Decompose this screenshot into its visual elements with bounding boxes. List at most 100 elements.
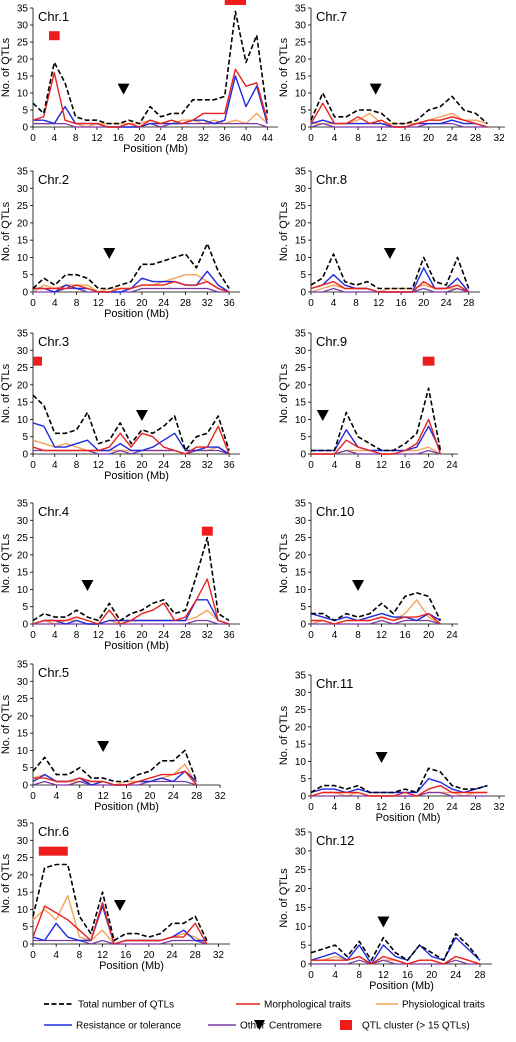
x-tick-label: 28: [463, 298, 475, 309]
chromosome-title: Chr.7: [316, 9, 347, 24]
y-tick-label: 30: [17, 21, 29, 32]
qtl-cluster-marker: [224, 0, 247, 5]
x-tick-label: 12: [376, 133, 388, 144]
series-line-total: [310, 767, 488, 794]
x-tick-label: 24: [166, 950, 178, 961]
series-line-resistance: [32, 770, 198, 786]
series-line-resistance: [311, 425, 442, 452]
x-axis-label: Position (Mb): [104, 470, 169, 482]
y-tick-label: 20: [295, 884, 307, 895]
legend-swatch-centromere: [254, 1020, 265, 1030]
y-axis-label: No. of QTLs: [278, 37, 290, 97]
x-tick-label: 28: [180, 460, 192, 471]
y-tick-label: 25: [295, 38, 307, 49]
y-tick-label: 5: [22, 270, 28, 281]
x-tick-label: 20: [423, 802, 435, 813]
x-tick-label: 24: [158, 298, 170, 309]
y-tick-label: 5: [300, 432, 306, 443]
x-tick-label: 4: [332, 970, 338, 981]
x-tick-label: 28: [470, 802, 482, 813]
y-tick-label: 15: [17, 236, 29, 247]
y-tick-label: 15: [17, 72, 29, 83]
x-tick-label: 32: [198, 133, 210, 144]
x-tick-label: 4: [332, 133, 338, 144]
series-line-morphological: [33, 280, 230, 293]
chromosome-title: Chr.9: [316, 334, 347, 349]
x-tick-label: 32: [214, 791, 226, 802]
y-tick-label: 25: [17, 533, 29, 544]
centromere-marker: [375, 751, 388, 763]
x-tick-label: 16: [402, 970, 414, 981]
x-tick-label: 12: [93, 460, 105, 471]
x-axis-label: Position (Mb): [99, 960, 164, 972]
legend-label-resistance: Resistance or tolerance: [76, 1021, 181, 1032]
x-tick-label: 16: [400, 630, 412, 641]
x-tick-label: 32: [202, 298, 214, 309]
x-tick-label: 8: [74, 630, 80, 641]
y-axis-label: No. of QTLs: [278, 363, 290, 423]
x-tick-label: 28: [470, 133, 482, 144]
series-line-morphological: [310, 784, 488, 797]
x-tick-label: 20: [136, 298, 148, 309]
x-tick-label: 24: [441, 298, 453, 309]
y-axis-label: No. of QTLs: [278, 533, 290, 593]
chromosome-title: Chr.12: [316, 833, 354, 848]
x-tick-label: 0: [308, 460, 314, 471]
x-tick-label: 12: [378, 970, 390, 981]
series-line-total: [311, 592, 442, 622]
chart-panel-8: 0 5 10 15 20 25 30 35 0 4 8 12 16 20 24 No. of QTLs Chr.…: [278, 499, 458, 642]
centromere-marker: [117, 83, 130, 95]
legend-label-total: Total number of QTLs: [78, 1000, 174, 1011]
x-axis-label: Position (Mb): [104, 308, 169, 320]
chart-panel-5: 0 5 10 15 20 25 30 35 0 4 8 12 16 20 24 28 32 36 No. of QT…: [0, 329, 240, 482]
chart-panel-11: 0 5 10 15 20 25 30 35 0 4 8 12 16 20 24 28 32 No. of QTLs…: [0, 819, 230, 972]
x-tick-label: 24: [447, 133, 459, 144]
x-tick-label: 12: [93, 298, 105, 309]
y-tick-label: 25: [295, 363, 307, 374]
y-axis-label: No. of QTLs: [278, 868, 290, 928]
y-tick-label: 10: [17, 585, 29, 596]
y-tick-label: 0: [22, 940, 28, 951]
x-tick-label: 24: [447, 630, 459, 641]
x-tick-label: 0: [30, 630, 36, 641]
y-tick-label: 5: [300, 602, 306, 613]
y-axis-label: No. of QTLs: [0, 201, 12, 261]
series-line-total: [32, 536, 230, 622]
chart-panel-1: 0 5 10 15 20 25 30 35 0 4 8 12 16 20 24 28 32 36 40 44 No. o…: [0, 0, 278, 155]
series-line-total: [310, 253, 470, 290]
y-tick-label: 35: [295, 4, 307, 15]
x-tick-label: 0: [308, 298, 314, 309]
centromere-marker: [81, 579, 94, 591]
series-line-total: [311, 387, 442, 452]
y-tick-label: 30: [17, 184, 29, 195]
x-tick-label: 32: [494, 133, 506, 144]
y-tick-label: 30: [295, 346, 307, 357]
series-line-total: [32, 394, 230, 452]
x-tick-label: 16: [400, 460, 412, 471]
x-tick-label: 16: [113, 133, 125, 144]
y-tick-label: 15: [295, 568, 307, 579]
x-tick-label: 20: [423, 460, 435, 471]
x-tick-label: 20: [134, 133, 146, 144]
y-tick-label: 20: [17, 218, 29, 229]
legend-label-physiological: Physiological traits: [402, 1000, 485, 1011]
x-tick-label: 8: [356, 970, 362, 981]
qtl-cluster-marker: [201, 526, 213, 536]
x-tick-label: 0: [308, 802, 314, 813]
x-tick-label: 24: [158, 460, 170, 471]
y-tick-label: 30: [17, 516, 29, 527]
y-tick-label: 25: [17, 201, 29, 212]
y-tick-label: 5: [22, 106, 28, 117]
qtl-cluster-marker: [33, 356, 42, 366]
x-tick-label: 8: [353, 298, 359, 309]
chromosome-title: Chr.10: [316, 504, 354, 519]
x-tick-label: 24: [450, 970, 462, 981]
series-line-morphological: [311, 418, 442, 455]
x-tick-label: 16: [115, 298, 127, 309]
x-tick-label: 4: [331, 298, 337, 309]
x-tick-label: 36: [224, 630, 236, 641]
y-tick-label: 10: [17, 746, 29, 757]
y-tick-label: 10: [295, 415, 307, 426]
series-line-total: [32, 242, 230, 290]
